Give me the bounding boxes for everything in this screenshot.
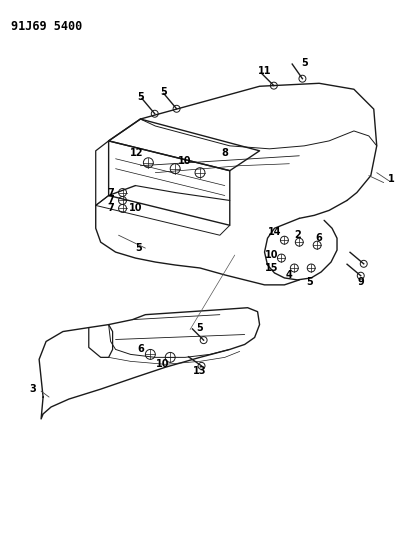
Text: 91J69 5400: 91J69 5400 (12, 20, 83, 33)
Text: 5: 5 (306, 277, 312, 287)
Text: 11: 11 (258, 67, 271, 76)
Text: 3: 3 (30, 384, 37, 394)
Circle shape (299, 75, 306, 82)
Text: 6: 6 (316, 233, 322, 243)
Text: 5: 5 (160, 87, 167, 97)
Text: 7: 7 (107, 204, 114, 213)
Text: 7: 7 (107, 188, 114, 198)
Text: 13: 13 (193, 366, 207, 376)
Text: 9: 9 (357, 277, 364, 287)
Text: 5: 5 (135, 243, 142, 253)
Circle shape (270, 82, 278, 89)
Text: 10: 10 (129, 204, 142, 213)
Circle shape (357, 272, 364, 279)
Text: 5: 5 (301, 59, 308, 68)
Text: 10: 10 (265, 250, 278, 260)
Text: 5: 5 (197, 322, 203, 333)
Text: 14: 14 (268, 227, 281, 237)
Text: 15: 15 (265, 263, 278, 273)
Text: 7: 7 (107, 196, 114, 205)
Text: 10: 10 (156, 359, 169, 369)
Text: 10: 10 (178, 156, 192, 166)
Text: 12: 12 (130, 148, 143, 158)
Circle shape (198, 362, 205, 369)
Text: 8: 8 (222, 148, 228, 158)
Text: 1: 1 (388, 174, 395, 184)
Text: 4: 4 (286, 270, 293, 280)
Text: 6: 6 (137, 344, 144, 354)
Circle shape (151, 110, 158, 117)
Text: 5: 5 (137, 92, 144, 102)
Circle shape (173, 106, 180, 112)
Text: 2: 2 (294, 230, 301, 240)
Circle shape (200, 337, 207, 344)
Circle shape (360, 260, 367, 267)
